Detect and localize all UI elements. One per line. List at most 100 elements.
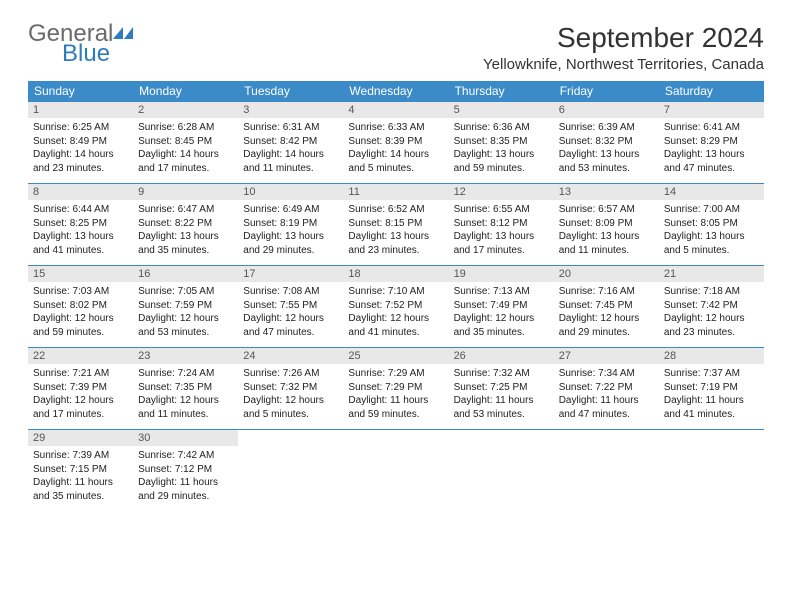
sunset-text: Sunset: 7:52 PM [348, 299, 443, 313]
sunrise-text: Sunrise: 6:49 AM [243, 203, 338, 217]
calendar-day-cell [554, 430, 659, 512]
sunrise-text: Sunrise: 6:52 AM [348, 203, 443, 217]
calendar-day-cell: 3Sunrise: 6:31 AMSunset: 8:42 PMDaylight… [238, 102, 343, 184]
calendar-day-cell [238, 430, 343, 512]
day-number: 25 [343, 348, 448, 364]
calendar-day-cell: 20Sunrise: 7:16 AMSunset: 7:45 PMDayligh… [554, 266, 659, 348]
sunrise-text: Sunrise: 7:29 AM [348, 367, 443, 381]
sunset-text: Sunset: 7:39 PM [33, 381, 128, 395]
daylight-text: Daylight: 13 hours and 59 minutes. [454, 148, 549, 175]
day-number: 12 [449, 184, 554, 200]
calendar-table: Sunday Monday Tuesday Wednesday Thursday… [28, 81, 764, 512]
sunset-text: Sunset: 7:59 PM [138, 299, 233, 313]
day-details: Sunrise: 6:47 AMSunset: 8:22 PMDaylight:… [133, 200, 238, 260]
daylight-text: Daylight: 11 hours and 59 minutes. [348, 394, 443, 421]
day-number: 5 [449, 102, 554, 118]
day-number: 22 [28, 348, 133, 364]
sunset-text: Sunset: 7:32 PM [243, 381, 338, 395]
calendar-day-cell: 28Sunrise: 7:37 AMSunset: 7:19 PMDayligh… [659, 348, 764, 430]
sunset-text: Sunset: 7:15 PM [33, 463, 128, 477]
sunset-text: Sunset: 7:29 PM [348, 381, 443, 395]
sunset-text: Sunset: 8:25 PM [33, 217, 128, 231]
daylight-text: Daylight: 12 hours and 29 minutes. [559, 312, 654, 339]
calendar-day-cell: 14Sunrise: 7:00 AMSunset: 8:05 PMDayligh… [659, 184, 764, 266]
sunset-text: Sunset: 7:22 PM [559, 381, 654, 395]
day-number: 27 [554, 348, 659, 364]
day-number: 14 [659, 184, 764, 200]
daylight-text: Daylight: 12 hours and 11 minutes. [138, 394, 233, 421]
calendar-day-cell: 25 Sunrise: 7:29 AMSunset: 7:29 PMDayligh… [343, 348, 448, 430]
day-details: Sunrise: 7:08 AMSunset: 7:55 PMDaylight:… [238, 282, 343, 342]
calendar-day-cell [449, 430, 554, 512]
sunrise-text: Sunrise: 7:16 AM [559, 285, 654, 299]
sunrise-text: Sunrise: 7:08 AM [243, 285, 338, 299]
brand-text: General Blue [28, 22, 135, 66]
sunset-text: Sunset: 8:29 PM [664, 135, 759, 149]
daylight-text: Daylight: 13 hours and 5 minutes. [664, 230, 759, 257]
calendar-day-cell: 27Sunrise: 7:34 AMSunset: 7:22 PMDayligh… [554, 348, 659, 430]
calendar-day-cell [659, 430, 764, 512]
sunrise-text: Sunrise: 6:31 AM [243, 121, 338, 135]
day-number: 13 [554, 184, 659, 200]
daylight-text: Daylight: 12 hours and 5 minutes. [243, 394, 338, 421]
sunrise-text: Sunrise: 7:39 AM [33, 449, 128, 463]
day-details: Sunrise: 7:37 AMSunset: 7:19 PMDaylight:… [659, 364, 764, 424]
day-number: 8 [28, 184, 133, 200]
sunset-text: Sunset: 8:02 PM [33, 299, 128, 313]
daylight-text: Daylight: 11 hours and 29 minutes. [138, 476, 233, 503]
day-number: 15 [28, 266, 133, 282]
calendar-header-row: Sunday Monday Tuesday Wednesday Thursday… [28, 81, 764, 102]
daylight-text: Daylight: 12 hours and 59 minutes. [33, 312, 128, 339]
calendar-body: 1Sunrise: 6:25 AMSunset: 8:49 PMDaylight… [28, 102, 764, 512]
day-details: Sunrise: 6:28 AMSunset: 8:45 PMDaylight:… [133, 118, 238, 178]
day-details: Sunrise: 7:05 AMSunset: 7:59 PMDaylight:… [133, 282, 238, 342]
calendar-day-cell: 24Sunrise: 7:26 AMSunset: 7:32 PMDayligh… [238, 348, 343, 430]
sunrise-text: Sunrise: 7:10 AM [348, 285, 443, 299]
day-number: 21 [659, 266, 764, 282]
day-details: Sunrise: 6:39 AMSunset: 8:32 PMDaylight:… [554, 118, 659, 178]
calendar-day-cell: 30Sunrise: 7:42 AMSunset: 7:12 PMDayligh… [133, 430, 238, 512]
sunset-text: Sunset: 8:15 PM [348, 217, 443, 231]
sunset-text: Sunset: 7:35 PM [138, 381, 233, 395]
calendar-day-cell: 29Sunrise: 7:39 AMSunset: 7:15 PMDayligh… [28, 430, 133, 512]
sunset-text: Sunset: 7:45 PM [559, 299, 654, 313]
calendar-day-cell: 15Sunrise: 7:03 AMSunset: 8:02 PMDayligh… [28, 266, 133, 348]
sunrise-text: Sunrise: 6:33 AM [348, 121, 443, 135]
daylight-text: Daylight: 13 hours and 17 minutes. [454, 230, 549, 257]
daylight-text: Daylight: 11 hours and 41 minutes. [664, 394, 759, 421]
sunset-text: Sunset: 7:12 PM [138, 463, 233, 477]
calendar-day-cell: 7Sunrise: 6:41 AMSunset: 8:29 PMDaylight… [659, 102, 764, 184]
day-details: Sunrise: 6:25 AMSunset: 8:49 PMDaylight:… [28, 118, 133, 178]
day-number: 10 [238, 184, 343, 200]
calendar-day-cell: 4Sunrise: 6:33 AMSunset: 8:39 PMDaylight… [343, 102, 448, 184]
sunset-text: Sunset: 8:22 PM [138, 217, 233, 231]
calendar-day-cell: 10Sunrise: 6:49 AMSunset: 8:19 PMDayligh… [238, 184, 343, 266]
calendar-week-row: 1Sunrise: 6:25 AMSunset: 8:49 PMDaylight… [28, 102, 764, 184]
title-block: September 2024 Yellowknife, Northwest Te… [483, 22, 764, 73]
calendar-day-cell: 17Sunrise: 7:08 AMSunset: 7:55 PMDayligh… [238, 266, 343, 348]
calendar-day-cell: 11Sunrise: 6:52 AMSunset: 8:15 PMDayligh… [343, 184, 448, 266]
day-details: Sunrise: 7:39 AMSunset: 7:15 PMDaylight:… [28, 446, 133, 506]
sunset-text: Sunset: 8:19 PM [243, 217, 338, 231]
weekday-header: Thursday [449, 81, 554, 102]
day-number: 1 [28, 102, 133, 118]
day-number: 19 [449, 266, 554, 282]
sunrise-text: Sunrise: 7:26 AM [243, 367, 338, 381]
weekday-header: Sunday [28, 81, 133, 102]
day-details: Sunrise: 7:34 AMSunset: 7:22 PMDaylight:… [554, 364, 659, 424]
day-details: Sunrise: 6:49 AMSunset: 8:19 PMDaylight:… [238, 200, 343, 260]
sunset-text: Sunset: 8:35 PM [454, 135, 549, 149]
daylight-text: Daylight: 14 hours and 5 minutes. [348, 148, 443, 175]
sunset-text: Sunset: 8:45 PM [138, 135, 233, 149]
daylight-text: Daylight: 14 hours and 17 minutes. [138, 148, 233, 175]
calendar-day-cell: 5Sunrise: 6:36 AMSunset: 8:35 PMDaylight… [449, 102, 554, 184]
weekday-header: Tuesday [238, 81, 343, 102]
sunset-text: Sunset: 8:12 PM [454, 217, 549, 231]
day-details: Sunrise: 6:55 AMSunset: 8:12 PMDaylight:… [449, 200, 554, 260]
sunrise-text: Sunrise: 7:34 AM [559, 367, 654, 381]
daylight-text: Daylight: 14 hours and 11 minutes. [243, 148, 338, 175]
day-details: Sunrise: 7:21 AMSunset: 7:39 PMDaylight:… [28, 364, 133, 424]
day-number: 11 [343, 184, 448, 200]
calendar-week-row: 8Sunrise: 6:44 AMSunset: 8:25 PMDaylight… [28, 184, 764, 266]
sunrise-text: Sunrise: 6:57 AM [559, 203, 654, 217]
